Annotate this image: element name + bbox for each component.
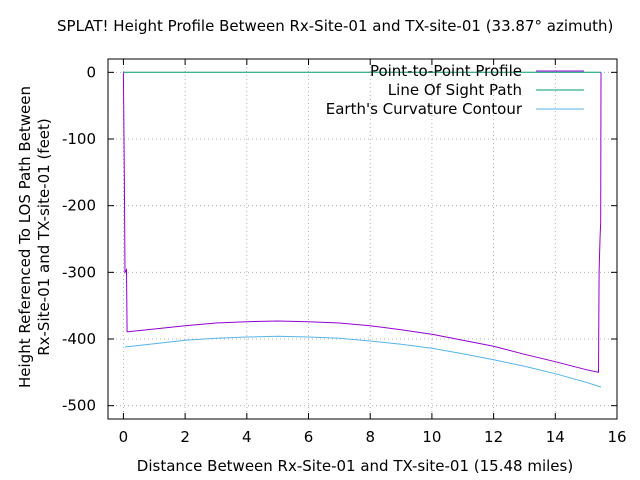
y-axis-label-line1: Height Referenced To LOS Path Between <box>16 86 34 388</box>
axis-ticks: 0 2 4 6 8 10 12 14 16 0 -100 -200 -300 -400 -500 <box>62 59 627 446</box>
legend-label: Point-to-Point Profile <box>370 62 522 80</box>
y-tick-label: -100 <box>62 130 96 148</box>
y-tick-label: -300 <box>62 263 96 281</box>
x-tick-label: 4 <box>242 428 252 446</box>
x-tick-label: 12 <box>484 428 503 446</box>
x-tick-label: 16 <box>607 428 626 446</box>
data-series <box>122 71 602 388</box>
x-tick-label: 8 <box>365 428 375 446</box>
x-tick-label: 10 <box>422 428 441 446</box>
y-tick-label: 0 <box>86 63 96 81</box>
x-axis-label: Distance Between Rx-Site-01 and TX-site-… <box>137 457 573 475</box>
series-line-1 <box>122 72 602 373</box>
y-tick-label: -500 <box>62 397 96 415</box>
y-tick-label: -200 <box>62 197 96 215</box>
x-tick-label: 0 <box>119 428 129 446</box>
series-line-3 <box>124 335 602 388</box>
y-tick-label: -400 <box>62 330 96 348</box>
legend-label: Line Of Sight Path <box>388 81 522 99</box>
x-tick-label: 6 <box>304 428 314 446</box>
plot-frame <box>107 58 618 420</box>
grid-lines <box>108 59 618 419</box>
y-axis-label-line2: Rx-Site-01 and TX-site-01 (feet) <box>35 118 53 356</box>
legend-label: Earth's Curvature Contour <box>326 100 523 118</box>
chart-title: SPLAT! Height Profile Between Rx-Site-01… <box>57 17 613 35</box>
x-tick-label: 14 <box>546 428 565 446</box>
x-tick-label: 2 <box>180 428 190 446</box>
